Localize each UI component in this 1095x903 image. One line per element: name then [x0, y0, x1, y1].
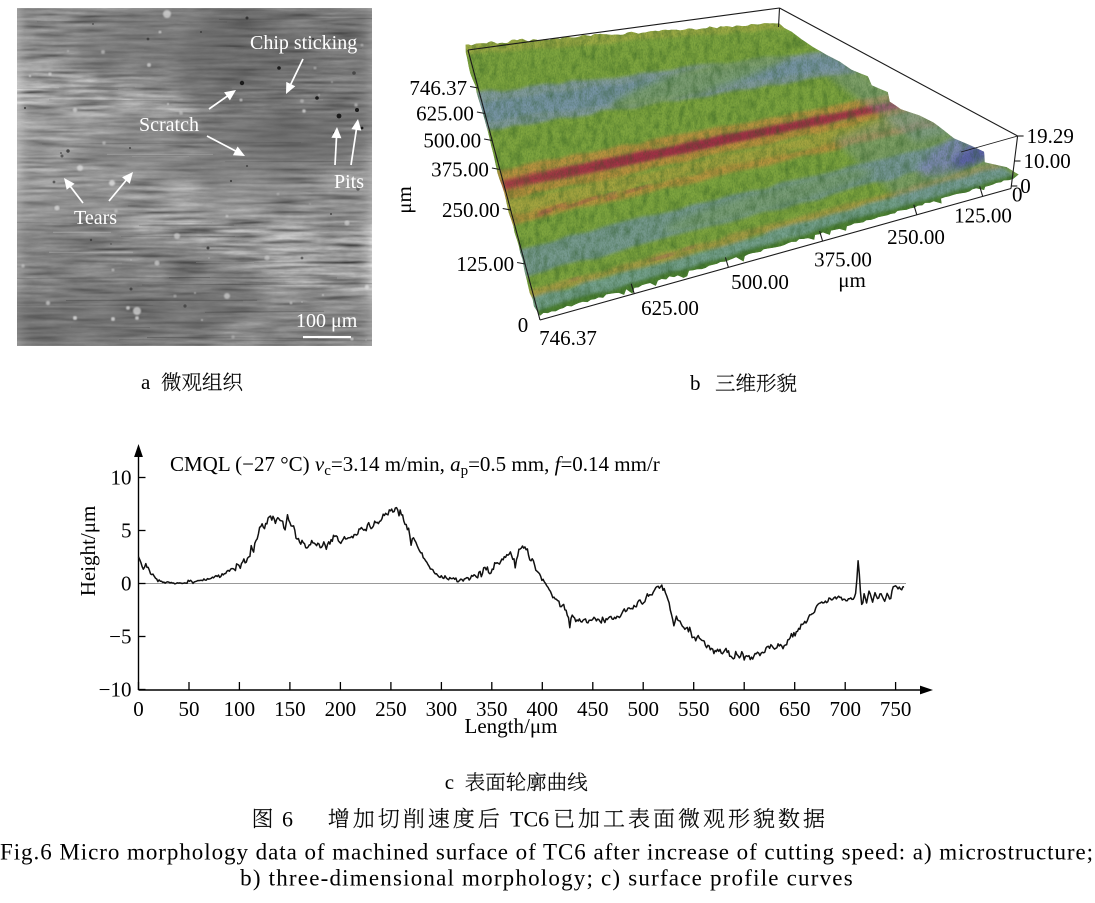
svg-text:Length/μm: Length/μm — [465, 714, 558, 738]
svg-text:375.00: 375.00 — [814, 248, 872, 272]
svg-text:0: 0 — [1012, 183, 1023, 207]
svg-text:μm: μm — [398, 186, 416, 214]
svg-text:10.00: 10.00 — [1024, 149, 1071, 173]
svg-text:500.00: 500.00 — [731, 270, 789, 294]
svg-text:375.00: 375.00 — [431, 158, 489, 182]
svg-text:700: 700 — [829, 697, 861, 721]
svg-text:μm: μm — [838, 268, 866, 292]
svg-text:625.00: 625.00 — [416, 102, 474, 126]
svg-text:150: 150 — [274, 697, 306, 721]
svg-text:650: 650 — [779, 697, 811, 721]
svg-text:TC6: TC6 — [510, 807, 549, 832]
svg-text:250.00: 250.00 — [887, 225, 945, 249]
svg-text:250: 250 — [375, 697, 407, 721]
svg-text:a: a — [141, 370, 151, 394]
svg-text:6: 6 — [282, 807, 293, 832]
svg-text:Pits: Pits — [334, 171, 364, 193]
svg-text:450: 450 — [577, 697, 609, 721]
svg-text:10: 10 — [111, 466, 132, 490]
svg-text:746.37: 746.37 — [409, 76, 467, 100]
svg-text:0: 0 — [121, 572, 132, 596]
svg-text:500: 500 — [627, 697, 659, 721]
svg-text:125.00: 125.00 — [954, 204, 1012, 228]
svg-text:750: 750 — [880, 697, 912, 721]
svg-text:100: 100 — [224, 697, 256, 721]
svg-text:19.29: 19.29 — [1027, 124, 1074, 148]
svg-text:0: 0 — [518, 313, 529, 337]
svg-text:200: 200 — [325, 697, 357, 721]
svg-text:125.00: 125.00 — [456, 252, 514, 276]
svg-text:−5: −5 — [109, 625, 131, 649]
svg-text:50: 50 — [179, 697, 200, 721]
svg-text:600: 600 — [728, 697, 760, 721]
svg-text:0: 0 — [133, 697, 144, 721]
svg-text:Height/μm: Height/μm — [76, 506, 100, 597]
svg-text:746.37: 746.37 — [539, 326, 597, 350]
svg-text:500.00: 500.00 — [423, 129, 481, 153]
svg-text:5: 5 — [121, 519, 132, 543]
svg-text:CMQL (−27 °C) vc=3.14 m/min, a: CMQL (−27 °C) vc=3.14 m/min, ap=0.5 mm, … — [170, 452, 660, 479]
svg-text:250.00: 250.00 — [442, 198, 500, 222]
svg-text:350: 350 — [476, 697, 508, 721]
svg-text:400: 400 — [527, 697, 559, 721]
svg-text:Tears: Tears — [74, 207, 117, 229]
svg-text:b) three-dimensional morpholog: b) three-dimensional morphology; c) surf… — [240, 866, 854, 891]
svg-text:−10: −10 — [99, 678, 132, 702]
svg-text:625.00: 625.00 — [641, 296, 699, 320]
svg-text:0: 0 — [1020, 174, 1031, 198]
svg-text:Scratch: Scratch — [139, 114, 199, 136]
svg-text:b: b — [690, 371, 701, 395]
svg-text:550: 550 — [678, 697, 710, 721]
svg-text:100 μm: 100 μm — [296, 310, 358, 332]
svg-text:c: c — [445, 770, 454, 794]
svg-text:300: 300 — [426, 697, 458, 721]
svg-text:Chip sticking: Chip sticking — [250, 32, 357, 54]
svg-text:Fig.6 Micro morphology data of: Fig.6 Micro morphology data of machined … — [0, 840, 1094, 865]
